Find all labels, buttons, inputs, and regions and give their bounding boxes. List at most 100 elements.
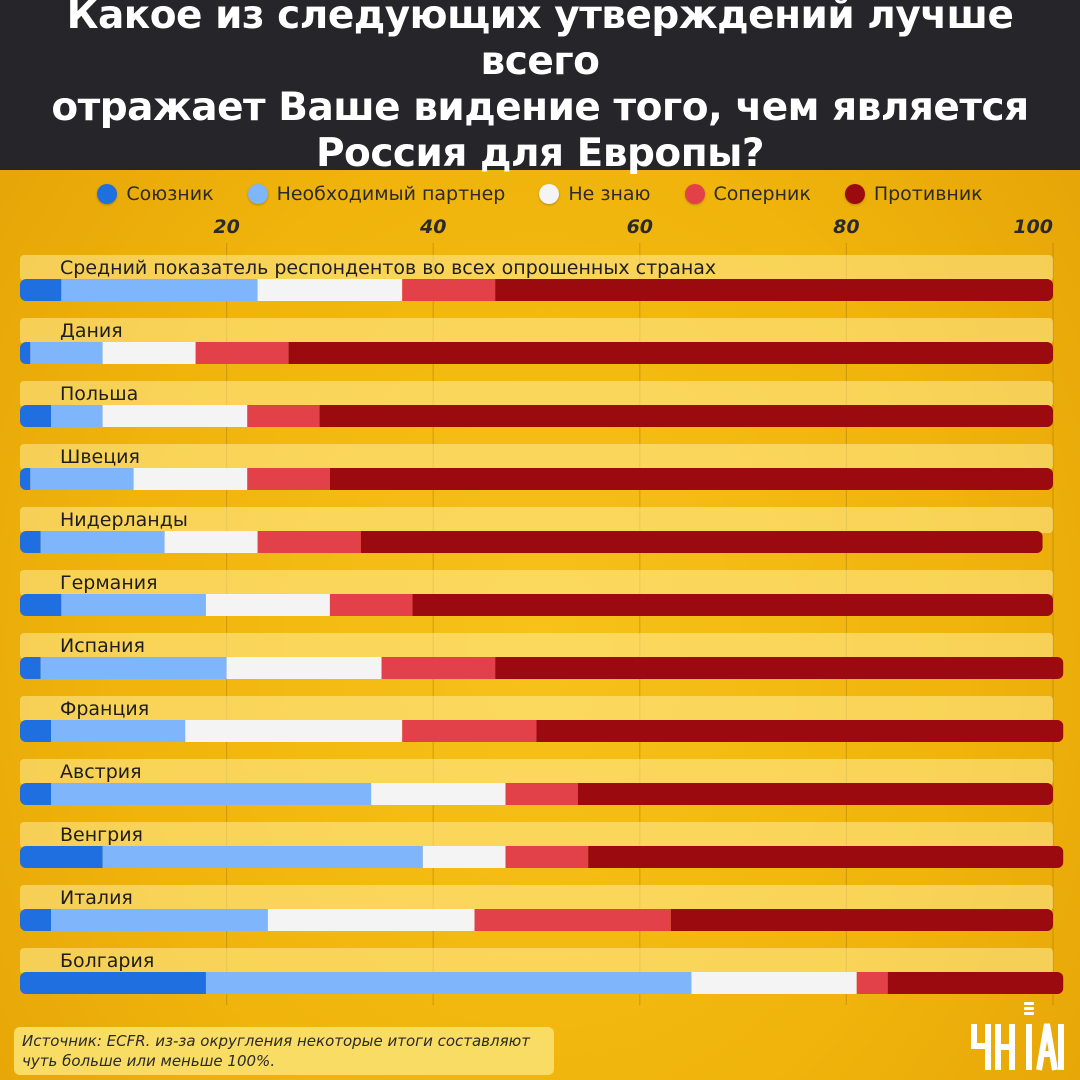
stacked-bar [20, 468, 1053, 490]
legend-label: Противник [873, 183, 983, 205]
legend-swatch [539, 184, 560, 204]
category-label: Италия [60, 887, 133, 909]
bar-segment [30, 342, 103, 364]
bar-segment [381, 657, 496, 679]
bar-segment [20, 279, 62, 301]
bar-segment [329, 468, 1053, 490]
stacked-bar [20, 279, 1053, 301]
bar-segment [412, 594, 1053, 616]
bar-segment [20, 909, 51, 931]
legend-swatch [684, 184, 705, 204]
legend-item: Противник [844, 183, 983, 205]
category-label: Польша [60, 383, 138, 405]
bar-segment [257, 279, 403, 301]
bar-segment [577, 783, 1053, 805]
bar-segment [40, 657, 227, 679]
bar-segment [61, 594, 206, 616]
legend-label: Необходимый партнер [276, 183, 506, 205]
bar-segment [102, 405, 248, 427]
x-tick-label: 40 [419, 216, 446, 238]
bar-segment [20, 846, 103, 868]
bar-segment [247, 468, 330, 490]
row-label-band [20, 633, 1053, 659]
legend-swatch [247, 184, 268, 204]
category-label: Дания [60, 320, 123, 342]
bar-segment [691, 972, 857, 994]
stacked-bar [20, 909, 1053, 931]
bar-segment [226, 657, 382, 679]
bar-segment [195, 342, 289, 364]
row-label-band [20, 759, 1053, 785]
bar-segment [20, 720, 51, 742]
bar-segment [402, 279, 496, 301]
category-label: Испания [60, 635, 145, 657]
stacked-bar [20, 783, 1053, 805]
bar-segment [102, 846, 423, 868]
bar-segment [20, 468, 31, 490]
row-label-band [20, 696, 1053, 722]
category-label: Австрия [60, 761, 142, 783]
bar-segment [61, 279, 258, 301]
stacked-bar [20, 720, 1064, 742]
row-label-band [20, 822, 1053, 848]
bar-segment [319, 405, 1053, 427]
bar-segment [40, 531, 165, 553]
bar-segment [402, 720, 537, 742]
row-label-band [20, 444, 1053, 470]
legend-label: Не знаю [568, 183, 651, 205]
legend-label: Соперник [713, 183, 811, 205]
bar-segment [495, 279, 1053, 301]
legend-item: Не знаю [539, 183, 651, 205]
title-banner: Какое из следующих утверждений лучше все… [0, 0, 1080, 176]
bar-segment [20, 342, 31, 364]
bar-segment [30, 468, 134, 490]
x-tick-label: 60 [627, 216, 653, 238]
bar-segment [887, 972, 1064, 994]
bar-segment [670, 909, 1053, 931]
bar-segment [102, 342, 196, 364]
x-tick-label: 20 [213, 216, 239, 238]
bar-segment [329, 594, 413, 616]
bar-segment [422, 846, 506, 868]
row-label-band [20, 318, 1053, 344]
bar-segment [267, 909, 475, 931]
bar-segment [20, 594, 62, 616]
bar-segment [247, 405, 320, 427]
bar-segment [50, 783, 372, 805]
bar-segment [360, 531, 1043, 553]
legend-label: Союзник [126, 183, 214, 205]
bar-segment [20, 405, 51, 427]
legend-item: Необходимый партнер [247, 183, 506, 205]
stacked-bar [20, 657, 1064, 679]
bar-segment [164, 531, 258, 553]
legend: Союзник Необходимый партнер Не знаю Соперни… [0, 179, 1080, 209]
bar-segment [20, 657, 41, 679]
bar-segment [505, 846, 589, 868]
row-label-band [20, 885, 1053, 911]
bar-segment [505, 783, 578, 805]
bar-segment [856, 972, 888, 994]
bar-segment [288, 342, 1053, 364]
bar-segment [185, 720, 403, 742]
bar-segment [257, 531, 361, 553]
category-label: Болгария [60, 950, 154, 972]
bar-segment [20, 972, 206, 994]
chart-title: Какое из следующих утверждений лучше все… [51, 0, 1029, 176]
bar-segment [205, 972, 692, 994]
legend-swatch [97, 184, 118, 204]
bar-segment [50, 909, 268, 931]
bar-segment [133, 468, 248, 490]
bar-segment [50, 720, 186, 742]
row-label-band [20, 381, 1053, 407]
row-label-band [20, 570, 1053, 596]
category-label: Средний показатель респондентов во всех … [60, 257, 716, 279]
bar-segment [20, 531, 41, 553]
stacked-bar [20, 594, 1053, 616]
row-label-band [20, 507, 1053, 533]
x-tick-label: 80 [833, 216, 859, 238]
logo [971, 1002, 1064, 1071]
category-label: Нидерланды [60, 509, 188, 531]
stacked-bar [20, 405, 1053, 427]
category-label: Швеция [60, 446, 140, 468]
x-tick-label: 100 [1013, 216, 1053, 238]
